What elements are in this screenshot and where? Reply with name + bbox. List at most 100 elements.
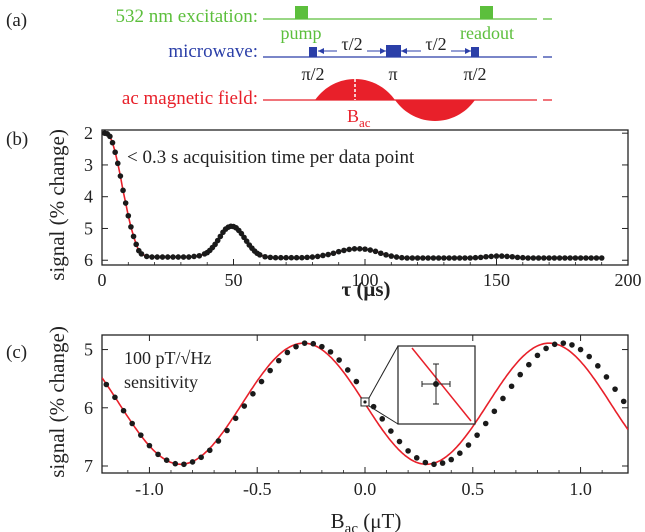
panel-b-data-point [257, 252, 263, 258]
panel-c-ytick-label: 6 [84, 398, 93, 418]
panel-b-data-point [514, 254, 521, 261]
pulse-sequence-diagram: (a) 532 nm excitation: pump readout micr… [6, 6, 555, 130]
panel-c-data-point [327, 349, 334, 355]
panel-c-data-point [551, 341, 558, 348]
tau-half-label-1: τ/2 [341, 34, 362, 54]
panel-b-data-point [114, 160, 121, 167]
panel-b-ytick-label: 5 [84, 218, 93, 238]
panel-c-data-point [482, 420, 489, 427]
pump-pulse [295, 6, 308, 19]
panel-b-data-point [112, 149, 118, 156]
panel-c-data-point [293, 343, 299, 350]
panel-c-data-point [603, 374, 610, 380]
panel-c-data-point [112, 394, 118, 401]
panel-b-data-point [430, 255, 437, 261]
panel-c-data-point [595, 363, 601, 369]
panel-b-data-point [546, 255, 552, 261]
panel-b-data-point [107, 133, 113, 140]
panel-c-data-point [206, 447, 213, 454]
panel-c-data-point [284, 349, 291, 356]
panel-b-data-point [535, 255, 542, 261]
panel-b-data-point [414, 255, 421, 261]
panel-b-data-point [293, 254, 300, 261]
panel-b-data-point [567, 255, 573, 261]
panel-b-data-point [185, 254, 192, 260]
panel-b-data-point [593, 255, 600, 261]
panel-b-data-point [272, 254, 279, 261]
panel-b-data-point [170, 254, 176, 260]
panel-b-data-point [393, 254, 400, 260]
panel-b-data-point [143, 253, 150, 260]
pi-half-label-1: π/2 [301, 64, 324, 84]
panel-c-ticks: -1.0 -0.5 0.0 0.5 1.0 5 6 7 [84, 335, 628, 499]
panel-b-data-point [133, 241, 139, 248]
panel-c-ytick-label: 5 [84, 340, 93, 360]
panel-c-data-point [138, 432, 144, 438]
excitation-label: 532 nm excitation: [116, 6, 258, 27]
panel-b-data-point [509, 253, 516, 260]
panel-c-data-point [422, 459, 429, 466]
panel-b-data-point [330, 250, 337, 257]
panel-b-data-point [530, 255, 537, 261]
pi-half-label-2: π/2 [463, 64, 486, 84]
panel-b-data-point [388, 253, 395, 259]
panel-c-data-point [448, 456, 455, 463]
panel-b-data-point [341, 247, 347, 254]
readout-label: readout [460, 23, 514, 43]
inset-connector-top [368, 345, 399, 399]
panel-c-data-point [363, 400, 367, 404]
panel-b-data-point [541, 255, 547, 261]
panel-b-ytick-label: 6 [84, 250, 93, 270]
pump-label: pump [280, 23, 321, 43]
panel-b-data-point [325, 251, 331, 258]
pi-half-pulse-1 [309, 47, 317, 57]
panel-c-xtick-label: 0.5 [462, 479, 485, 499]
panel-b-data-point [109, 139, 116, 146]
panel-b-data-point [180, 254, 187, 260]
panel-b-data-point [362, 246, 368, 252]
panel-b-data-point [462, 255, 468, 261]
pi-label: π [388, 64, 397, 84]
panel-b-data-point [551, 255, 558, 261]
panel-c-ytick-label: 7 [84, 456, 93, 476]
panel-c-data-point [198, 454, 204, 461]
panel-c-data-point [560, 340, 567, 346]
panel-c-points [103, 340, 627, 468]
panel-b-data-point [117, 173, 124, 179]
panel-c-inset [360, 345, 476, 425]
panel-b-data-point [520, 254, 526, 261]
inset-connector-bottom [368, 405, 399, 425]
panel-c-data-point [465, 442, 472, 448]
panel-b-data-point [288, 254, 295, 261]
panel-b-data-point [451, 255, 458, 261]
panel-c-chart: (c) signal (% change) -1.0 -0.5 0.0 0.5 1.0 5… [6, 326, 629, 532]
panel-c-data-point [612, 386, 618, 392]
inset-data-point [433, 381, 439, 387]
panel-b-data-point [435, 255, 442, 261]
panel-c-data-point [388, 428, 394, 434]
bac-label: Bac [347, 106, 371, 130]
panel-c-data-point [457, 450, 463, 457]
panel-c-data-point [396, 438, 403, 445]
panel-c-data-point [474, 432, 480, 438]
panel-b-data-point [425, 255, 431, 261]
microwave-label: microwave: [168, 41, 258, 62]
panel-b-data-point [577, 255, 584, 261]
panel-b-data-point [372, 248, 379, 255]
panel-c-data-point [172, 460, 179, 467]
panel-b-data-point [278, 254, 284, 261]
panel-c-data-point [215, 438, 222, 444]
panel-c-data-point [120, 407, 127, 414]
panel-c-xtick-label: -1.0 [135, 479, 164, 499]
panel-c-data-point [181, 461, 187, 468]
panel-c-xtick-label: 1.0 [569, 479, 592, 499]
panel-b-annotation: < 0.3 s acquisition time per data point [127, 147, 415, 168]
panel-b-data-point [149, 254, 155, 260]
panel-b-data-point [267, 254, 274, 261]
panel-b-data-point [377, 250, 384, 257]
panel-b-data-point [214, 237, 221, 244]
pi-half-pulse-2 [471, 47, 479, 57]
panel-c-annotation-line2: sensitivity [124, 372, 198, 392]
panel-b-data-point [159, 254, 166, 260]
panel-c-data-point [508, 383, 515, 390]
